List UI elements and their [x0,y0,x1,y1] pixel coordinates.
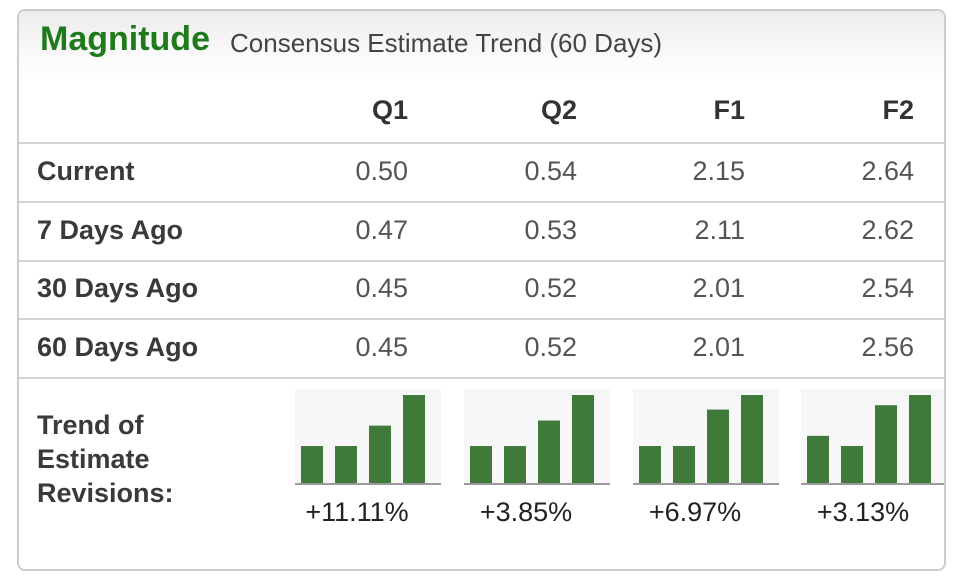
cell-7d-q2: 0.53 [524,215,577,245]
card-header: Magnitude Consensus Estimate Trend (60 D… [19,11,944,81]
sparkline-bar [572,395,594,483]
sparkline-bar [841,446,863,483]
sparkline-bar [504,446,526,483]
trend-label-line: Trend of [37,410,144,440]
sparkline-bar [909,395,931,483]
sparkline-svg [464,389,610,485]
column-header-q2: Q2 [540,95,577,125]
sparkline-bar [369,425,391,483]
cell-30d-q2: 0.52 [524,273,577,303]
cell-60d-f2: 2.56 [861,332,914,362]
trend-label-line: Revisions: [37,478,174,508]
sparkline-bar [335,446,357,483]
trend-label: Trend of Estimate Revisions: [37,408,174,510]
cell-60d-q2: 0.52 [524,332,577,362]
cell-30d-f2: 2.54 [861,273,914,303]
cell-current-f2: 2.64 [861,156,914,186]
cell-30d-q1: 0.45 [355,273,408,303]
trend-change-q1: +11.11% [305,497,409,527]
sparkline-f2 [801,389,944,485]
estimate-trend-card: Magnitude Consensus Estimate Trend (60 D… [17,9,946,571]
cell-current-f1: 2.15 [692,156,745,186]
column-header-q1: Q1 [371,95,408,125]
row-label-7-days-ago: 7 Days Ago [37,215,184,245]
column-header-f1: F1 [713,95,745,125]
trend-change-f1: +6.97% [648,497,742,527]
row-label-30-days-ago: 30 Days Ago [37,273,199,303]
sparkline-q2 [464,389,610,485]
sparkline-bar [538,420,560,483]
row-label-current: Current [37,156,135,186]
sparkline-svg [633,389,779,485]
cell-60d-q1: 0.45 [355,332,408,362]
sparkline-bar [301,446,323,483]
sparkline-bar [741,395,763,483]
cell-current-q1: 0.50 [355,156,408,186]
row-label-60-days-ago: 60 Days Ago [37,332,199,362]
sparkline-bar [673,446,695,483]
row-divider [19,318,944,320]
row-divider [19,142,944,144]
sparkline-bar [403,395,425,483]
row-divider [19,260,944,262]
row-divider [19,377,944,379]
sparkline-bar [470,446,492,483]
row-divider [19,201,944,203]
sparkline-bar [707,409,729,483]
cell-60d-f1: 2.01 [692,332,745,362]
sparkline-svg [295,389,441,485]
cell-7d-f2: 2.62 [861,215,914,245]
sparkline-bar [807,435,829,483]
cell-30d-f1: 2.01 [692,273,745,303]
trend-change-q2: +3.85% [479,497,573,527]
brand-title: Magnitude [40,20,210,58]
cell-7d-q1: 0.47 [355,215,408,245]
column-header-f2: F2 [882,95,914,125]
sparkline-svg [801,389,944,485]
trend-change-f2: +3.13% [816,497,910,527]
cell-7d-f1: 2.11 [694,215,745,245]
sparkline-bar [875,405,897,483]
trend-label-line: Estimate [37,444,150,474]
card-subtitle: Consensus Estimate Trend (60 Days) [230,28,663,58]
sparkline-bar [639,446,661,483]
sparkline-q1 [295,389,441,485]
sparkline-f1 [633,389,779,485]
cell-current-q2: 0.54 [524,156,577,186]
